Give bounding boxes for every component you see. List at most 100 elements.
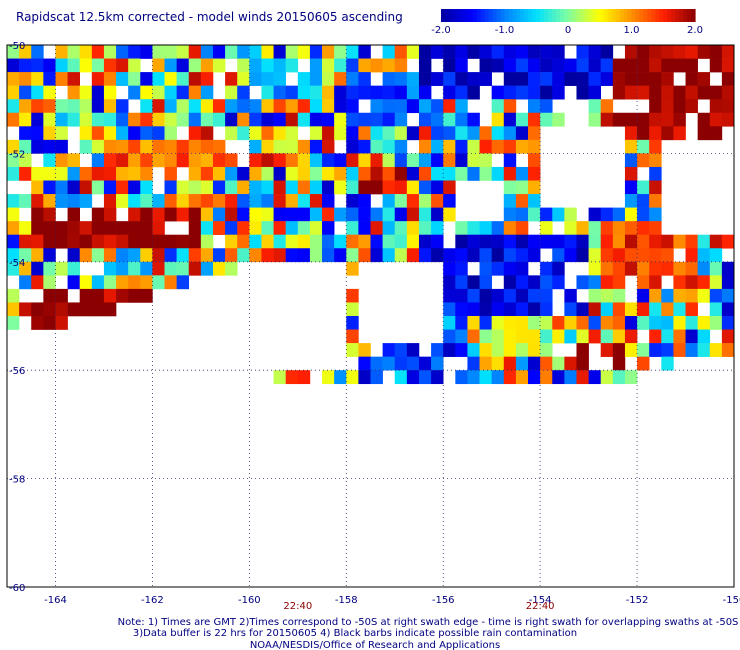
- heatmap-cell: [685, 261, 698, 276]
- colorbar-swatch: [564, 9, 569, 22]
- heatmap-cell: [31, 234, 44, 249]
- heatmap-cell: [431, 370, 444, 385]
- heatmap-cell: [528, 72, 541, 86]
- heatmap-cell: [709, 275, 723, 290]
- heatmap-cell: [443, 329, 456, 344]
- heatmap-cell: [467, 45, 480, 59]
- heatmap-cell: [103, 288, 117, 303]
- y-tick-labels: -50 -52 -54 -56 -58 -60: [9, 41, 25, 594]
- heatmap-cell: [503, 261, 517, 276]
- heatmap-cell: [370, 356, 383, 371]
- time-labels: 22:40 22:40: [283, 601, 554, 612]
- heatmap-cell: [225, 166, 238, 181]
- heatmap-cell: [528, 85, 541, 100]
- heatmap-cell: [528, 45, 541, 59]
- heatmap-cell: [358, 72, 371, 86]
- heatmap-cell: [721, 288, 735, 303]
- heatmap-cell: [358, 139, 371, 154]
- heatmap-cell: [382, 194, 396, 208]
- heatmap-cell: [164, 58, 177, 73]
- colorbar: -2.0 -1.0 0 1.0 2.0: [431, 9, 703, 36]
- heatmap-cell: [55, 316, 68, 330]
- heatmap-cell: [225, 194, 238, 208]
- heatmap-cell: [249, 153, 262, 168]
- colorbar-swatch: [568, 9, 573, 22]
- heatmap-cell: [588, 221, 602, 235]
- heatmap-cell: [116, 72, 129, 86]
- heatmap-cell: [67, 302, 80, 317]
- heatmap-cell: [685, 343, 698, 357]
- heatmap-cell: [709, 288, 723, 303]
- heatmap-cell: [188, 248, 202, 263]
- heatmap-cell: [152, 85, 165, 100]
- heatmap-cell: [152, 72, 165, 86]
- heatmap-cell: [103, 58, 117, 73]
- heatmap-cell: [491, 45, 505, 59]
- heatmap-cell: [7, 207, 20, 222]
- heatmap-cell: [406, 45, 420, 59]
- heatmap-cell: [67, 153, 80, 168]
- heatmap-cell: [116, 275, 129, 290]
- heatmap-cell: [164, 248, 177, 263]
- heatmap-cell: [612, 343, 626, 357]
- heatmap-cell: [431, 343, 444, 357]
- heatmap-cell: [297, 180, 311, 195]
- heatmap-cell: [443, 139, 456, 154]
- heatmap-cell: [285, 85, 299, 100]
- colorbar-swatch: [643, 9, 648, 22]
- heatmap-cell: [418, 139, 432, 154]
- heatmap-cell: [225, 180, 238, 195]
- heatmap-cell: [19, 58, 32, 73]
- heatmap-cell: [103, 194, 117, 208]
- heatmap-cell: [370, 180, 383, 195]
- heatmap-cell: [624, 343, 638, 357]
- heatmap-cell: [564, 370, 577, 385]
- colorbar-tick-label: 2.0: [687, 25, 703, 36]
- heatmap-cell: [528, 370, 541, 385]
- y-tick-label: -50: [9, 41, 25, 52]
- heatmap-cell: [479, 288, 492, 303]
- heatmap-cell: [249, 221, 262, 235]
- heatmap-cell: [140, 45, 153, 59]
- heatmap-cell: [140, 112, 153, 127]
- heatmap-cell: [285, 370, 299, 385]
- heatmap-cell: [637, 45, 650, 59]
- heatmap-cell: [19, 234, 32, 249]
- heatmap-cell: [382, 234, 396, 249]
- heatmap-cell: [406, 194, 420, 208]
- heatmap-cell: [79, 180, 93, 195]
- heatmap-cell: [431, 112, 444, 127]
- heatmap-cell: [540, 234, 553, 249]
- heatmap-cell: [116, 221, 129, 235]
- heatmap-cell: [685, 329, 698, 344]
- heatmap-cell: [479, 356, 492, 371]
- heatmap-cell: [91, 72, 105, 86]
- heatmap-cell: [394, 248, 408, 263]
- heatmap-cell: [225, 153, 238, 168]
- heatmap-cell: [612, 85, 626, 100]
- heatmap-cell: [103, 126, 117, 141]
- heatmap-cell: [309, 194, 323, 208]
- heatmap-cell: [237, 58, 250, 73]
- heatmap-cell: [406, 72, 420, 86]
- heatmap-cell: [600, 72, 614, 86]
- heatmap-cell: [273, 221, 286, 235]
- heatmap-cell: [503, 85, 517, 100]
- heatmap-cell: [564, 221, 577, 235]
- colorbar-swatch: [488, 9, 494, 22]
- heatmap-cell: [552, 112, 565, 127]
- heatmap-cell: [128, 207, 141, 222]
- heatmap-cell: [43, 126, 56, 141]
- heatmap-cell: [346, 316, 359, 330]
- heatmap-cell: [418, 194, 432, 208]
- heatmap-cell: [31, 85, 44, 100]
- heatmap-cell: [152, 275, 165, 290]
- heatmap-cell: [721, 45, 735, 59]
- heatmap-cell: [297, 194, 311, 208]
- heatmap-cell: [43, 316, 56, 330]
- y-tick-label: -52: [9, 149, 25, 160]
- heatmap-cell: [322, 248, 335, 263]
- heatmap-cell: [128, 248, 141, 263]
- heatmap-cell: [697, 248, 711, 263]
- heatmap-cell: [709, 316, 723, 330]
